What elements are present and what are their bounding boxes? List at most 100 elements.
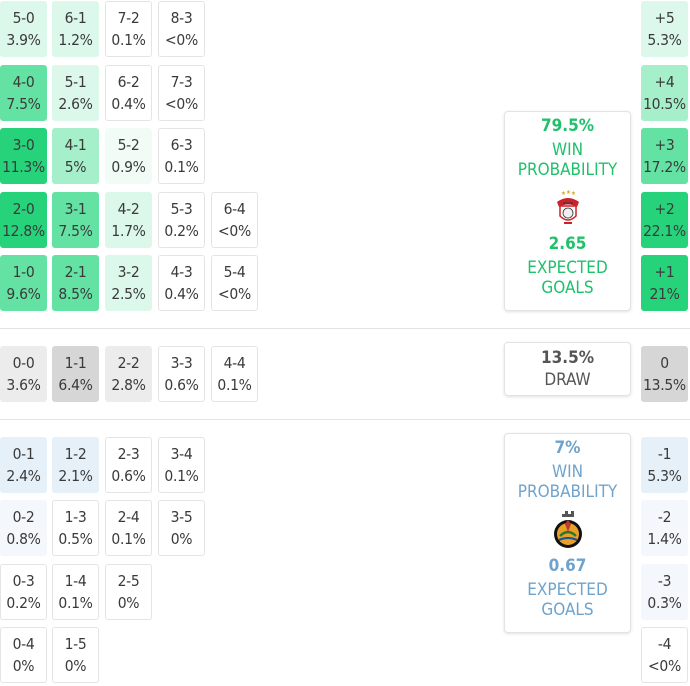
goal-margin-cell[interactable]: +4 10.5%	[641, 65, 688, 121]
score-probability: 0.9%	[111, 158, 146, 176]
score-cell[interactable]: 1-3 0.5%	[52, 500, 99, 556]
score-probability: 7.5%	[58, 222, 93, 240]
goal-margin-probability: 0.3%	[647, 594, 682, 612]
goal-margin-cell[interactable]: +5 5.3%	[641, 1, 688, 57]
score-cell[interactable]: 0-3 0.2%	[0, 564, 47, 620]
score-cell[interactable]: 2-2 2.8%	[105, 346, 152, 402]
away-xg-label-line1: EXPECTED	[527, 580, 608, 600]
scoreline: 4-3	[170, 263, 193, 281]
score-probability: 2.8%	[111, 376, 146, 394]
scoreline: 0-3	[12, 572, 35, 590]
goal-margin-label: -4	[657, 635, 672, 653]
score-cell[interactable]: 0-4 0%	[0, 627, 47, 683]
score-cell[interactable]: 4-1 5%	[52, 128, 99, 184]
score-probability: 11.3%	[2, 158, 45, 176]
goal-margin-cell[interactable]: -4 <0%	[641, 627, 688, 683]
benfica-crest-icon: ★ ★ ★	[556, 189, 579, 224]
score-cell[interactable]: 5-1 2.6%	[52, 65, 99, 121]
svg-text:★: ★	[571, 190, 576, 197]
score-cell[interactable]: 6-1 1.2%	[52, 1, 99, 57]
score-cell[interactable]: 3-2 2.5%	[105, 255, 152, 311]
goal-margin-cell[interactable]: +1 21%	[641, 255, 688, 311]
score-cell[interactable]: 3-3 0.6%	[158, 346, 205, 402]
scoreline: 2-0	[12, 200, 35, 218]
score-cell[interactable]: 3-0 11.3%	[0, 128, 47, 184]
score-cell[interactable]: 6-2 0.4%	[105, 65, 152, 121]
scoreline: 3-3	[170, 354, 193, 372]
scoreline: 6-2	[117, 73, 140, 91]
score-probability: 0%	[117, 594, 140, 612]
score-cell[interactable]: 8-3 <0%	[158, 1, 205, 57]
score-cell[interactable]: 3-1 7.5%	[52, 192, 99, 248]
draw-probability: 13.5%	[540, 348, 595, 368]
score-probability: <0%	[218, 285, 251, 303]
scoreline: 5-2	[117, 136, 140, 154]
score-cell[interactable]: 0-0 3.6%	[0, 346, 47, 402]
goal-margin-cell[interactable]: 0 13.5%	[641, 346, 688, 402]
score-probability: 7.5%	[6, 95, 41, 113]
score-cell[interactable]: 2-4 0.1%	[105, 500, 152, 556]
score-cell[interactable]: 2-3 0.6%	[105, 437, 152, 493]
away-win-label-line1: WIN	[551, 462, 584, 482]
score-probability: 9.6%	[6, 285, 41, 303]
scoreline: 7-3	[170, 73, 193, 91]
goal-margin-cell[interactable]: +3 17.2%	[641, 128, 688, 184]
score-probability: <0%	[165, 31, 198, 49]
score-cell[interactable]: 1-4 0.1%	[52, 564, 99, 620]
score-cell[interactable]: 2-1 8.5%	[52, 255, 99, 311]
score-cell[interactable]: 1-0 9.6%	[0, 255, 47, 311]
scoreline: 5-4	[223, 263, 246, 281]
home-xg-label-line2: GOALS	[541, 278, 594, 298]
goal-margin-probability: 13.5%	[643, 376, 686, 394]
score-probability: 0%	[170, 530, 193, 548]
score-cell[interactable]: 6-3 0.1%	[158, 128, 205, 184]
scoreline: 4-4	[223, 354, 246, 372]
score-cell[interactable]: 5-2 0.9%	[105, 128, 152, 184]
scoreline: 6-1	[64, 9, 87, 27]
score-cell[interactable]: 3-4 0.1%	[158, 437, 205, 493]
scoreline: 3-4	[170, 445, 193, 463]
score-cell[interactable]: 2-0 12.8%	[0, 192, 47, 248]
score-cell[interactable]: 0-2 0.8%	[0, 500, 47, 556]
score-cell[interactable]: 5-4 <0%	[211, 255, 258, 311]
scoreline: 3-2	[117, 263, 140, 281]
goal-margin-probability: <0%	[648, 657, 681, 675]
score-probability: 0.1%	[217, 376, 252, 394]
goal-margin-cell[interactable]: -3 0.3%	[641, 564, 688, 620]
score-cell[interactable]: 0-1 2.4%	[0, 437, 47, 493]
goal-margin-probability: 10.5%	[643, 95, 686, 113]
scoreline: 7-2	[117, 9, 140, 27]
score-cell[interactable]: 1-2 2.1%	[52, 437, 99, 493]
score-cell[interactable]: 1-1 6.4%	[52, 346, 99, 402]
away-win-probability: 7%	[554, 438, 581, 458]
score-cell[interactable]: 5-3 0.2%	[158, 192, 205, 248]
goal-margin-probability: 17.2%	[643, 158, 686, 176]
score-probability: 0.1%	[111, 31, 146, 49]
score-probability: 1.2%	[58, 31, 93, 49]
score-cell[interactable]: 4-0 7.5%	[0, 65, 47, 121]
score-cell[interactable]: 1-5 0%	[52, 627, 99, 683]
score-cell[interactable]: 3-5 0%	[158, 500, 205, 556]
score-cell[interactable]: 7-2 0.1%	[105, 1, 152, 57]
score-probability: 1.7%	[111, 222, 146, 240]
home-win-label-line1: WIN	[551, 140, 584, 160]
home-summary-card: 79.5% WIN PROBABILITY ★ ★ ★ 2.65 EXPECTE…	[504, 111, 631, 311]
goal-margin-cell[interactable]: +2 22.1%	[641, 192, 688, 248]
scoreline: 3-1	[64, 200, 87, 218]
scoreline: 0-1	[12, 445, 35, 463]
score-cell[interactable]: 4-2 1.7%	[105, 192, 152, 248]
goal-margin-cell[interactable]: -2 1.4%	[641, 500, 688, 556]
score-cell[interactable]: 5-0 3.9%	[0, 1, 47, 57]
score-cell[interactable]: 2-5 0%	[105, 564, 152, 620]
away-expected-goals: 0.67	[548, 556, 587, 576]
goal-margin-probability: 21%	[649, 285, 680, 303]
scoreline: 1-2	[64, 445, 87, 463]
score-cell[interactable]: 6-4 <0%	[211, 192, 258, 248]
score-cell[interactable]: 4-3 0.4%	[158, 255, 205, 311]
score-probability: 2.4%	[6, 467, 41, 485]
draw-summary-card: 13.5% DRAW	[504, 342, 631, 396]
score-cell[interactable]: 7-3 <0%	[158, 65, 205, 121]
score-probability: 2.1%	[58, 467, 93, 485]
goal-margin-cell[interactable]: -1 5.3%	[641, 437, 688, 493]
score-cell[interactable]: 4-4 0.1%	[211, 346, 258, 402]
